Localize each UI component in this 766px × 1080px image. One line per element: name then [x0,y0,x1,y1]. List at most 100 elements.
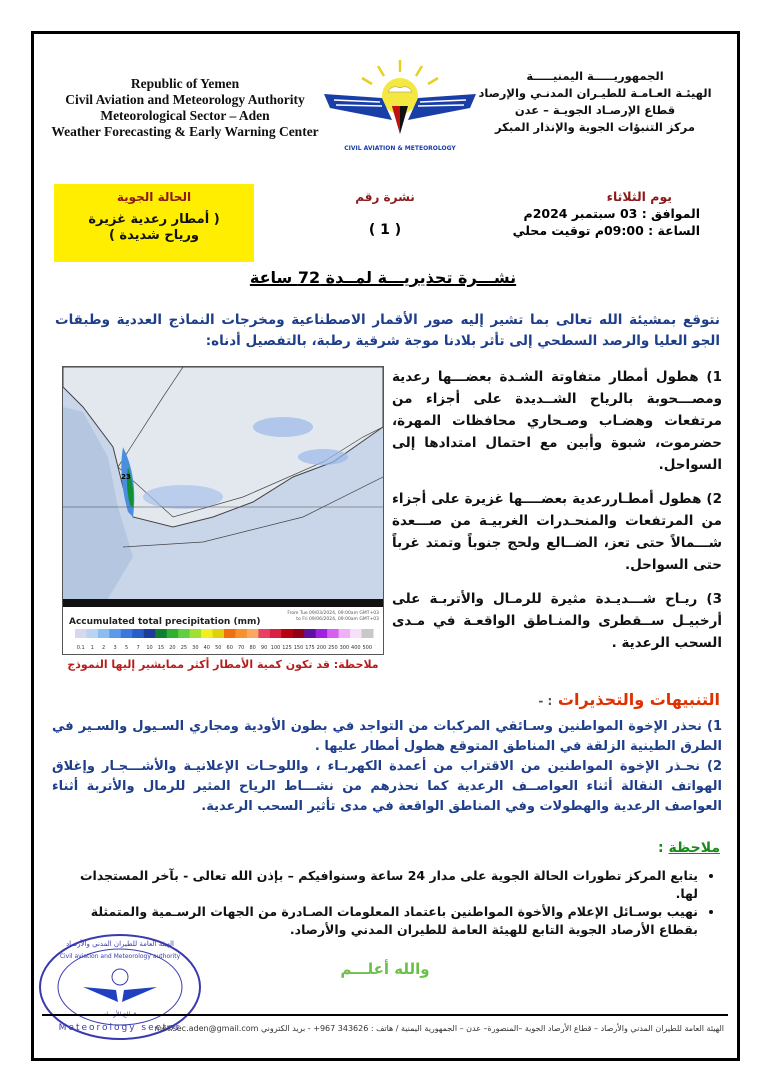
arabic-header: الجمهوريـــــة اليمنيـــــة الهيئـة العـ… [470,68,720,136]
page-border [31,31,740,1061]
warnings-heading: التنبيهات والتحذيرات : - [420,690,720,709]
forecast-item: 1) هطول أمطار متفاوتة الشـدة بعضـــها رع… [392,369,722,473]
colorbar-tick: 2 [102,645,105,651]
colorbar-swatch [143,629,156,638]
authority-logo: CIVIL AVIATION & METEOROLOGY [324,60,476,152]
colorbar-swatch [132,629,145,638]
colorbar-tick: 3 [114,645,117,651]
colorbar-tick: 5 [125,645,128,651]
notes-heading: ملاحظة : [658,840,720,856]
colorbar-tick: 50 [215,645,221,651]
header-line: الهيئـة العـامـة للطيـران المدنـي والإرص… [478,86,712,100]
legend-title: Accumulated total precipitation (mm) [69,617,261,627]
colorbar-swatch [97,629,110,638]
colorbar-tick: 30 [192,645,198,651]
colorbar-tick: 25 [181,645,187,651]
colorbar-swatch [155,629,168,638]
footer-divider [42,1014,728,1016]
bulletin-title: نشـــرة تحذيريـــة لمــدة 72 ساعة [249,268,517,287]
colorbar-tick: 400 [351,645,361,651]
state-value: ( أمطار رعدية غزيرة [88,212,220,227]
colorbar-tick: 175 [305,645,315,651]
colorbar-swatch [75,629,87,638]
colorbar-tick: 200 [317,645,327,651]
note-item: يتابع المركز تطورات الحالة الجوية على مد… [62,867,698,903]
period-line: From Tue 09/03/2024, 09:00am GMT+03 [287,611,379,616]
header-line: Republic of Yemen [130,76,240,91]
colorbar-swatch [292,629,305,638]
colorbar-swatch [178,629,191,638]
logo-text: CIVIL AVIATION & METEOROLOGY [344,145,456,152]
svg-text:23: 23 [121,473,131,481]
bulletin-number: نشرة رقم ( 1 ) [330,190,440,238]
note-item: نهيب بوسـائل الإعلام والأخوة المواطنين ب… [62,903,698,939]
colorbar-swatch [304,629,317,638]
time: الساعة : 09:00م توقيت محلي [512,223,700,238]
colorbar-swatch [109,629,122,638]
colorbar-tick: 7 [136,645,139,651]
forecast-items: 1) هطول أمطار متفاوتة الشـدة بعضـــها رع… [392,366,722,666]
colorbar-swatch [235,629,248,638]
forecast-item: 3) ريـاح شـــديـدة مثيرة للرمـال والأترب… [392,591,722,651]
intro-paragraph: نتوقع بمشيئة الله تعالى بما تشير إليه صو… [55,312,720,349]
warnings-heading-text: التنبيهات والتحذيرات [557,690,720,709]
legend-period: From Tue 09/03/2024, 09:00am GMT+03 to F… [287,611,379,623]
svg-text:الهيئة العامة للطيران المدني و: الهيئة العامة للطيران المدني والأرصاد [66,939,174,948]
colorbar-tick: 250 [328,645,338,651]
colorbar-tick: 90 [261,645,267,651]
colorbar-tick: 125 [282,645,292,651]
colorbar-swatch [269,629,282,638]
colorbar-swatch [201,629,214,638]
colorbar-swatch [327,629,340,638]
period-line: to Fri 09/06/2024, 09:00am GMT+03 [296,617,379,622]
colorbar-swatch [246,629,259,638]
colorbar-swatch [361,629,374,638]
warnings-heading-suffix: : - [538,694,553,708]
header-line: Meteorological Sector – Aden [100,108,270,123]
colorbar-swatch [315,629,328,638]
notes-list: يتابع المركز تطورات الحالة الجوية على مد… [62,867,720,939]
colorbar-tick: 80 [249,645,255,651]
colorbar-swatch [212,629,225,638]
header-line: مركز التنبؤات الجوية والإنذار المبكر [495,120,695,134]
colorbar-swatch [258,629,271,638]
colorbar-tick: 60 [227,645,233,651]
colorbar-swatch [86,629,99,638]
notes-heading-text: ملاحظة [668,840,720,856]
colorbar-swatch [224,629,236,638]
number-value: ( 1 ) [368,222,402,238]
colorbar-tick: 10 [146,645,152,651]
colorbar-tick: 0.1 [77,645,85,651]
map-image: 23 [62,366,384,607]
state-label: الحالة الجوية [116,190,192,204]
warning-item: 1) نحذر الإخوة المواطنين وسـائقي المركبا… [52,719,722,754]
precipitation-map: 23 Accumulated total precipitation (mm) … [62,366,384,655]
header-line: قطاع الإرصـاد الجويـة – عدن [514,103,676,117]
weather-state-box: الحالة الجوية ( أمطار رعدية غزيرة ورياح … [54,184,254,262]
colorbar-swatch [120,629,133,638]
colorbar-tick: 150 [294,645,304,651]
colorbar-swatch [338,629,351,638]
colorbar-swatch [350,629,363,638]
number-label: نشرة رقم [355,190,415,204]
colorbar-tick: 100 [271,645,281,651]
state-value: ورياح شديدة ) [108,228,200,243]
footer-contact: الهيئة العامة للطيران المدني والأرصاد – … [154,1024,724,1033]
colorbar-swatch [189,629,202,638]
english-header: Republic of Yemen Civil Aviation and Met… [40,76,330,140]
warning-item: 2) نحـذر الإخوة المواطنين من الاقتراب من… [52,759,722,814]
date-block: يوم الثلاثاء الموافق : 03 سبتمبر 2024م ا… [500,188,700,239]
header-line: الجمهوريـــــة اليمنيـــــة [526,69,664,83]
date: الموافق : 03 سبتمبر 2024م [523,206,700,221]
header-line: Civil Aviation and Meteorology Authority [65,92,305,107]
colorbar-tick: 20 [169,645,175,651]
colorbar-swatch [166,629,179,638]
colorbar-swatch [281,629,294,638]
closing-text: والله أعلـــم [340,960,430,978]
forecast-item: 2) هطول أمطـاررعدية بعضــــها غزيرة على … [392,491,722,573]
colorbar-tick: 70 [238,645,244,651]
precipitation-colorbar: 0.1 1 2 3 5 7 10 15 20 25 30 40 50 60 70 80 90 100 125 150 1… [75,629,374,651]
svg-text:Meteorology sector: Meteorology sector [59,1023,182,1033]
warnings-list: 1) نحذر الإخوة المواطنين وسـائقي المركبا… [52,717,722,817]
colorbar-tick: 15 [158,645,164,651]
